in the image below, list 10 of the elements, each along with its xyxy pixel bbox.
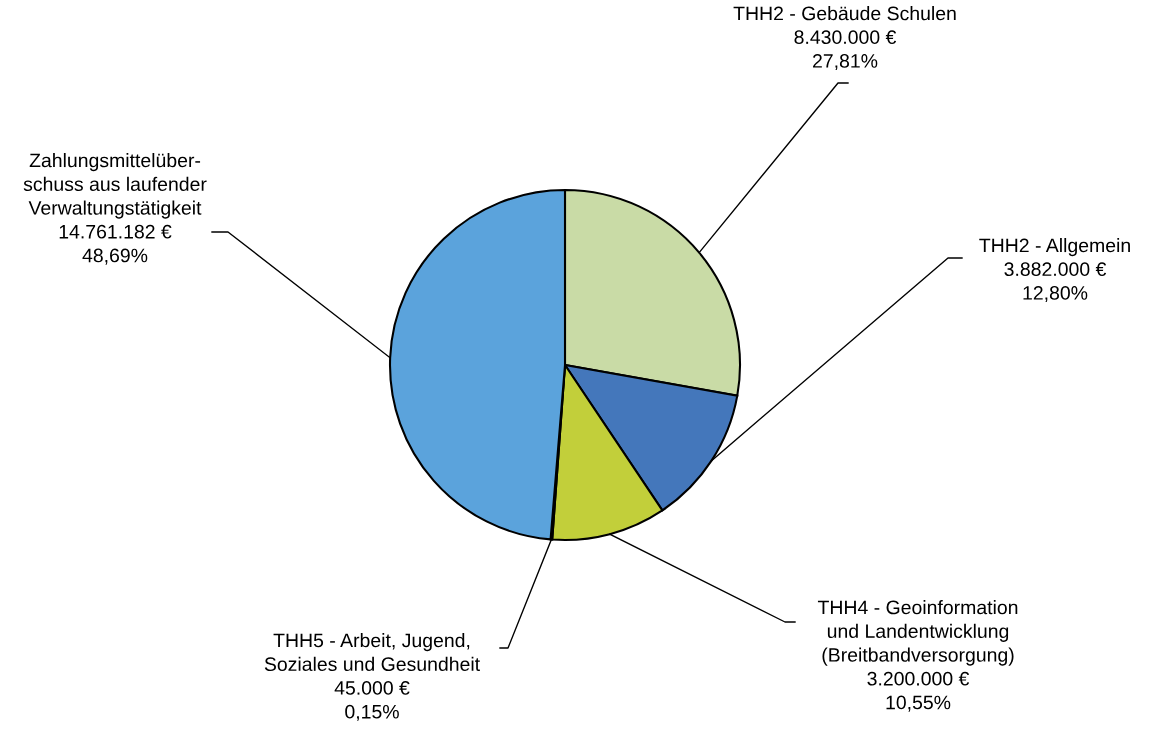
data-label: 3.882.000 € 12,80% [1004,262,1107,303]
slice-label: THH4 - Geoinformation und Landentwicklung (Breitbandversorgung) [817,600,1018,666]
slice-label: THH2 - Allgemein [979,238,1130,257]
slice-label: THH5 - Arbeit, Jugend, Soziales und Gesundheit [264,633,480,672]
data-label: 3.200.000 € 10,55% [867,671,970,712]
data-label: 14.761.182 € 48,69% [59,224,172,265]
data-label: 8.430.000 € 27,81% [794,30,897,71]
data-label: 45.000 € 0,15% [334,681,410,721]
slice-label: THH2 - Gebäude Schulen [733,6,956,21]
slice-label: Zahlungsmittelüber- schuss aus laufender Verwaltungstätigkeit [23,153,207,219]
